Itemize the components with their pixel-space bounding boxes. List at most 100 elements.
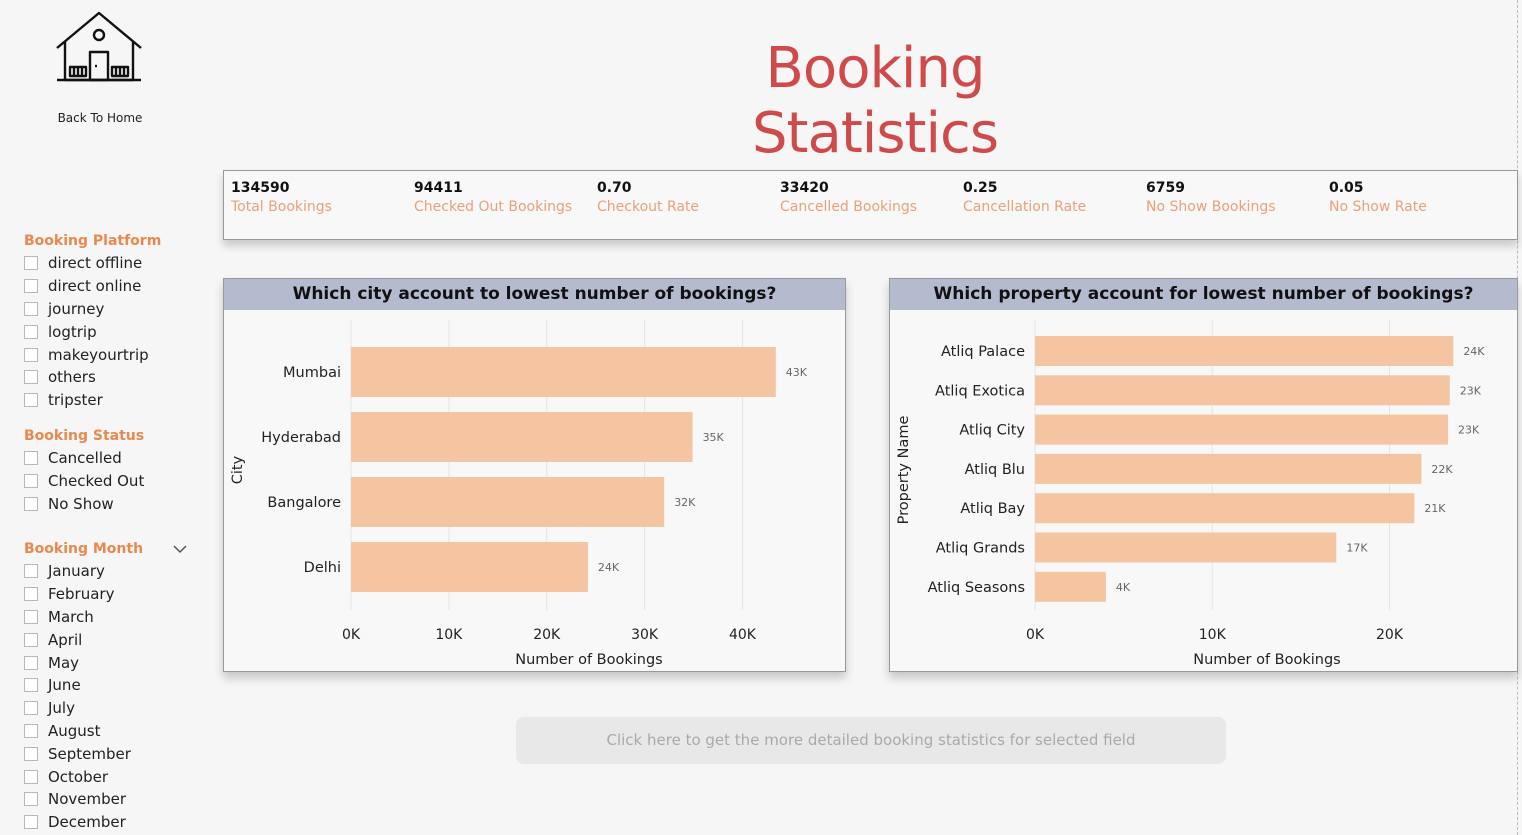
slicer-option-label: September (48, 744, 131, 763)
slicer-option[interactable]: direct offline (24, 252, 161, 275)
slicer-option[interactable]: August (24, 720, 143, 743)
slicer-option[interactable]: tripster (24, 389, 161, 412)
checkbox[interactable] (24, 769, 38, 784)
data-label: 43K (786, 366, 808, 379)
bar[interactable] (1035, 336, 1454, 366)
kpi-item: 0.05 No Show Rate (1329, 180, 1427, 215)
checkbox[interactable] (24, 324, 38, 339)
kpi-value: 0.25 (963, 180, 998, 196)
y-axis-title: City (230, 455, 246, 484)
checkbox[interactable] (24, 370, 38, 385)
bar[interactable] (1035, 493, 1415, 524)
bar[interactable] (351, 412, 693, 462)
slicer-option[interactable]: Cancelled (24, 447, 144, 470)
bar[interactable] (1035, 453, 1422, 484)
slicer-option[interactable]: March (24, 606, 143, 629)
data-label: 23K (1460, 384, 1482, 397)
checkbox[interactable] (24, 632, 38, 647)
kpi-label: Checked Out Bookings (414, 199, 573, 215)
bar[interactable] (1035, 532, 1337, 563)
checkbox[interactable] (24, 564, 38, 579)
slicer-option-label: direct online (48, 277, 142, 296)
data-label: 24K (598, 561, 620, 574)
slicer-option[interactable]: June (24, 674, 143, 697)
checkbox[interactable] (24, 723, 38, 738)
slicer-option[interactable]: journey (24, 298, 161, 321)
back-to-home-link[interactable]: Back To Home (57, 111, 143, 125)
checkbox[interactable] (24, 474, 38, 489)
bar[interactable] (1035, 571, 1106, 602)
slicer-option[interactable]: February (24, 583, 143, 606)
slicer-option[interactable]: Checked Out (24, 470, 144, 493)
checkbox[interactable] (24, 496, 38, 511)
x-tick-label: 20K (533, 627, 561, 643)
slicer-option-label: Cancelled (48, 449, 122, 468)
slicer-option[interactable]: September (24, 742, 143, 765)
category-label: Atliq Grands (936, 541, 1025, 557)
slicer-option-label: March (48, 607, 94, 626)
bar[interactable] (1035, 414, 1449, 445)
detailed-stats-button[interactable]: Click here to get the more detailed book… (516, 717, 1226, 764)
checkbox[interactable] (24, 792, 38, 807)
slicer-option[interactable]: others (24, 366, 161, 389)
checkbox[interactable] (24, 347, 38, 362)
kpi-value: 0.70 (597, 180, 632, 196)
category-label: Bangalore (267, 495, 341, 511)
slicer-option-label: No Show (48, 494, 114, 513)
data-label: 17K (1346, 542, 1368, 555)
slicer-option[interactable]: April (24, 628, 143, 651)
chevron-down-icon[interactable] (172, 540, 188, 554)
category-label: Atliq Blu (965, 462, 1025, 478)
slicer-option[interactable]: makeyourtrip (24, 343, 161, 366)
checkbox[interactable] (24, 256, 38, 271)
data-label: 22K (1431, 463, 1453, 476)
slicer-option[interactable]: December (24, 811, 143, 834)
category-label: Delhi (304, 560, 341, 576)
slicer-option-label: Checked Out (48, 472, 145, 491)
checkbox[interactable] (24, 609, 38, 624)
kpi-item: 134590 Total Bookings (231, 180, 332, 215)
kpi-item: 33420 Cancelled Bookings (780, 180, 917, 215)
bar[interactable] (351, 347, 776, 397)
category-label: Atliq Bay (960, 501, 1025, 517)
data-label: 35K (703, 431, 725, 444)
bar[interactable] (351, 542, 588, 592)
slicer-option[interactable]: July (24, 697, 143, 720)
slicer-option[interactable]: direct online (24, 275, 161, 298)
kpi-value: 33420 (780, 180, 829, 196)
city-bookings-chart: Which city account to lowest number of b… (223, 278, 846, 672)
slicer-title: Booking Month (24, 541, 144, 557)
slicer-booking-platform: Booking Platform direct offline direct on… (24, 233, 161, 412)
checkbox[interactable] (24, 815, 38, 830)
data-label: 23K (1458, 424, 1480, 437)
slicer-option[interactable]: May (24, 651, 143, 674)
checkbox[interactable] (24, 701, 38, 716)
slicer-option[interactable]: logtrip (24, 320, 161, 343)
checkbox[interactable] (24, 451, 38, 466)
slicer-option-label: August (48, 721, 101, 740)
checkbox[interactable] (24, 678, 38, 693)
bar[interactable] (1035, 375, 1450, 406)
checkbox[interactable] (24, 587, 38, 602)
checkbox[interactable] (24, 393, 38, 408)
data-label: 32K (674, 496, 696, 509)
x-tick-label: 0K (1026, 627, 1045, 643)
bar[interactable] (351, 477, 665, 527)
slicer-option-label: February (48, 585, 115, 604)
category-label: Atliq Seasons (928, 580, 1025, 596)
x-axis-title: Number of Bookings (1193, 652, 1341, 668)
checkbox[interactable] (24, 279, 38, 294)
slicer-option[interactable]: October (24, 765, 143, 788)
category-label: Atliq City (959, 423, 1025, 439)
checkbox[interactable] (24, 301, 38, 316)
slicer-option[interactable]: January (24, 560, 143, 583)
slicer-option-label: April (48, 630, 83, 649)
property-bar-chart-svg: 0K 10K 20K Atliq Palace 24K Atliq Exotica 23K A… (896, 320, 1485, 668)
x-tick-label: 30K (631, 627, 659, 643)
page-title: Booking Statistics (752, 36, 999, 166)
slicer-option[interactable]: November (24, 788, 143, 811)
house-icon[interactable] (55, 10, 143, 84)
slicer-option[interactable]: No Show (24, 493, 144, 516)
checkbox[interactable] (24, 746, 38, 761)
checkbox[interactable] (24, 655, 38, 670)
